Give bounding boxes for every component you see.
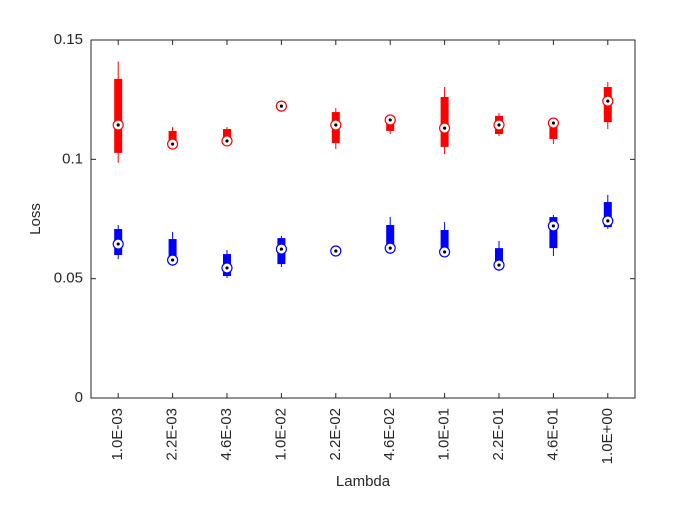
box bbox=[440, 97, 449, 147]
x-tick-label: 1.0E-02 bbox=[272, 408, 289, 461]
median-dot bbox=[388, 118, 392, 122]
median-dot bbox=[171, 258, 175, 262]
y-axis-label: Loss bbox=[27, 203, 44, 235]
median-dot bbox=[225, 266, 229, 270]
median-dot bbox=[606, 219, 610, 223]
median-dot bbox=[279, 104, 283, 108]
x-tick-label: 4.6E-03 bbox=[218, 408, 235, 461]
median-dot bbox=[443, 250, 447, 254]
median-dot bbox=[334, 249, 338, 253]
box bbox=[549, 124, 558, 140]
x-tick-label: 1.0E+00 bbox=[599, 408, 616, 464]
x-tick-label: 2.2E-02 bbox=[327, 408, 344, 461]
median-dot bbox=[606, 99, 610, 103]
median-dot bbox=[279, 247, 283, 251]
y-tick-label: 0.05 bbox=[54, 270, 83, 287]
x-tick-label: 4.6E-02 bbox=[381, 408, 398, 461]
y-tick-label: 0 bbox=[75, 389, 83, 406]
median-dot bbox=[116, 123, 120, 127]
median-dot bbox=[443, 126, 447, 130]
x-tick-label: 2.2E-01 bbox=[490, 408, 507, 461]
median-dot bbox=[171, 142, 175, 146]
median-dot bbox=[497, 123, 501, 127]
x-axis-label: Lambda bbox=[336, 473, 391, 490]
y-tick-label: 0.15 bbox=[54, 31, 83, 48]
median-dot bbox=[116, 242, 120, 246]
plot-frame bbox=[90, 39, 636, 399]
box bbox=[114, 78, 123, 153]
box bbox=[168, 239, 177, 263]
median-dot bbox=[225, 139, 229, 143]
box bbox=[549, 217, 558, 249]
y-tick-label: 0.1 bbox=[62, 150, 83, 167]
median-dot bbox=[334, 123, 338, 127]
median-dot bbox=[551, 224, 556, 228]
box bbox=[223, 129, 231, 141]
x-tick-label: 1.0E-01 bbox=[436, 408, 453, 461]
x-tick-label: 4.6E-01 bbox=[544, 408, 561, 461]
x-tick-label: 2.2E-03 bbox=[164, 408, 181, 461]
median-dot bbox=[497, 263, 501, 267]
box bbox=[440, 229, 449, 252]
x-tick-label: 1.0E-03 bbox=[109, 408, 126, 461]
box bbox=[386, 224, 395, 251]
box bbox=[603, 202, 612, 228]
box bbox=[168, 130, 177, 144]
median-dot bbox=[551, 121, 556, 125]
box bbox=[495, 248, 503, 267]
median-dot bbox=[388, 246, 392, 250]
